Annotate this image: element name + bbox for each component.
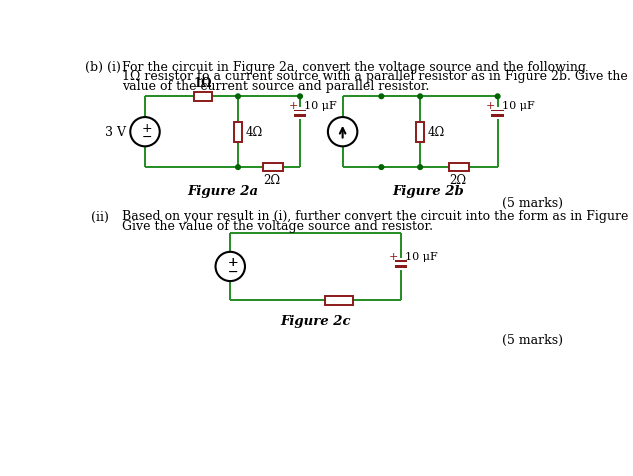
- Circle shape: [328, 118, 358, 147]
- Text: Figure 2a: Figure 2a: [187, 185, 258, 198]
- Text: 4Ω: 4Ω: [246, 126, 263, 139]
- Circle shape: [130, 118, 160, 147]
- Text: −: −: [227, 265, 238, 278]
- Circle shape: [418, 166, 422, 170]
- Bar: [394, 261, 407, 262]
- Text: 10 μF: 10 μF: [404, 251, 437, 261]
- Text: +: +: [389, 251, 398, 261]
- Bar: [491, 115, 504, 118]
- Text: +: +: [228, 255, 239, 268]
- Text: (5 marks): (5 marks): [503, 333, 563, 346]
- Bar: [194, 93, 213, 101]
- Text: 2Ω: 2Ω: [263, 174, 280, 187]
- Circle shape: [379, 166, 384, 170]
- Circle shape: [235, 95, 241, 99]
- Text: 4Ω: 4Ω: [428, 126, 445, 139]
- Text: +: +: [289, 100, 298, 110]
- Circle shape: [418, 95, 422, 99]
- Bar: [234, 122, 242, 142]
- Text: Based on your result in (i), further convert the circuit into the form as in Fig: Based on your result in (i), further con…: [122, 210, 633, 223]
- Text: −: −: [228, 266, 239, 279]
- Bar: [449, 164, 469, 172]
- Text: Figure 2b: Figure 2b: [392, 185, 464, 198]
- Text: 1Ω resistor to a current source with a parallel resistor as in Figure 2b. Give t: 1Ω resistor to a current source with a p…: [122, 70, 627, 83]
- Text: 10 μF: 10 μF: [304, 100, 337, 110]
- Text: 10 μF: 10 μF: [501, 100, 534, 110]
- Text: +: +: [227, 256, 238, 269]
- Text: −: −: [142, 130, 153, 144]
- Bar: [491, 110, 504, 112]
- Text: Give the value of the voltage source and resistor.: Give the value of the voltage source and…: [122, 219, 433, 232]
- Bar: [263, 164, 283, 172]
- Text: 2Ω: 2Ω: [449, 174, 466, 187]
- Text: +: +: [486, 100, 496, 110]
- Circle shape: [298, 95, 303, 99]
- Text: 3 V: 3 V: [106, 126, 127, 139]
- Text: value of the current source and parallel resistor.: value of the current source and parallel…: [122, 79, 429, 92]
- Circle shape: [215, 252, 245, 281]
- Bar: [294, 115, 306, 118]
- Circle shape: [379, 95, 384, 99]
- Circle shape: [495, 95, 500, 99]
- Text: +: +: [142, 121, 153, 134]
- Bar: [325, 297, 353, 305]
- Text: (5 marks): (5 marks): [503, 197, 563, 210]
- Text: Figure 2c: Figure 2c: [280, 315, 351, 327]
- Bar: [294, 110, 306, 112]
- Circle shape: [235, 166, 241, 170]
- Text: (ii): (ii): [91, 210, 109, 223]
- Text: (b) (i): (b) (i): [85, 61, 121, 74]
- Text: 1Ω: 1Ω: [194, 77, 213, 90]
- Bar: [394, 265, 407, 269]
- Bar: [416, 122, 424, 142]
- Text: For the circuit in Figure 2a, convert the voltage source and the following: For the circuit in Figure 2a, convert th…: [122, 61, 586, 74]
